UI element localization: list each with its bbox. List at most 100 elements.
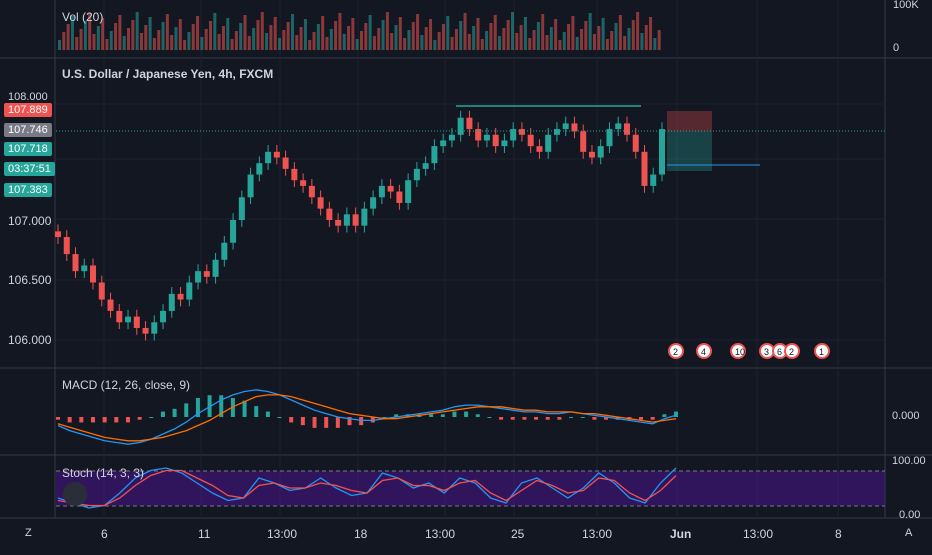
candle-body: [457, 117, 464, 135]
volume-bar: [338, 13, 342, 50]
volume-bar: [118, 15, 122, 50]
volume-bar: [623, 36, 627, 50]
volume-bar: [575, 37, 579, 50]
macd-histogram-bar: [662, 414, 667, 417]
macd-histogram-bar: [219, 395, 224, 417]
volume-bar: [312, 32, 316, 50]
x-tick-0: 6: [101, 527, 108, 541]
candle-body: [571, 123, 578, 132]
volume-bar: [70, 16, 74, 50]
candle-body: [116, 310, 123, 323]
candle-body: [300, 180, 307, 186]
event-icon: [730, 343, 746, 359]
volume-bar: [463, 13, 467, 50]
volume-bar: [523, 17, 527, 50]
volume-bar: [243, 15, 247, 50]
volume-bar: [541, 14, 545, 50]
candle-body: [553, 129, 560, 135]
volume-bar: [157, 30, 161, 50]
candle-body: [361, 208, 368, 226]
macd-histogram-bar: [510, 417, 515, 420]
volume-bar: [101, 18, 105, 50]
volume-bar: [360, 31, 363, 50]
macd-histogram-bar: [277, 417, 282, 418]
volume-bar: [407, 30, 411, 50]
x-tick-7: Jun: [670, 527, 692, 541]
macd-histogram-bar: [114, 417, 119, 423]
axis-corner-left[interactable]: Z: [25, 527, 32, 539]
volume-bar: [519, 25, 523, 50]
candle-body: [335, 220, 342, 226]
volume-bar: [489, 23, 493, 50]
volume-bar: [476, 18, 480, 50]
macd-histogram-bar: [534, 417, 539, 420]
event-count: 2: [789, 347, 794, 357]
volume-bar: [515, 33, 519, 50]
volume-bar: [321, 16, 325, 50]
volume-bar: [390, 33, 394, 50]
candle-body: [536, 146, 543, 152]
volume-bar: [584, 21, 588, 50]
volume-bar: [334, 21, 338, 50]
event-count: 4: [701, 347, 706, 357]
macd-histogram-bar: [137, 417, 142, 420]
macd-histogram-bar: [545, 417, 550, 420]
macd-histogram-bar: [324, 417, 329, 428]
volume-bar: [269, 25, 273, 50]
volume-bar: [183, 40, 187, 50]
candle-body: [370, 197, 377, 209]
candle-body: [81, 265, 88, 272]
volume-bar: [627, 28, 631, 50]
candle-body: [55, 231, 61, 238]
volume-bar: [549, 27, 553, 50]
macd-histogram-bar: [254, 406, 259, 417]
volume-bar: [325, 37, 329, 50]
candle-body: [63, 237, 70, 255]
candle-body: [527, 134, 534, 147]
vol-label: Vol (20): [62, 10, 104, 24]
event-icon: [696, 343, 712, 359]
volume-bar: [618, 15, 622, 50]
macd-histogram-bar: [265, 411, 270, 417]
volume-bar: [416, 14, 420, 50]
macd-histogram-bar: [475, 414, 480, 417]
macd-histogram-bar: [56, 417, 60, 420]
macd-axis-zero: 0.000: [892, 410, 920, 422]
candle-body: [641, 151, 648, 186]
volume-bar: [554, 19, 558, 50]
macd-histogram-bar: [464, 411, 469, 417]
volume-bar: [109, 31, 113, 50]
volume-bar: [420, 35, 424, 50]
macd-histogram-bar: [592, 417, 597, 420]
stoch-d-line: [57, 469, 677, 507]
macd-histogram-bar: [184, 403, 189, 417]
volume-bar: [424, 27, 428, 50]
price-tag-108: 108.000: [4, 90, 52, 104]
volume-bar: [196, 16, 200, 50]
volume-bar: [127, 28, 131, 50]
candle-body: [545, 134, 552, 152]
candle-body: [518, 129, 525, 135]
candle-body: [72, 254, 79, 272]
macd-histogram-bar: [195, 397, 200, 417]
candle-body: [501, 140, 508, 147]
price-tag-last: 107.746: [4, 123, 52, 137]
volume-bar: [308, 40, 312, 50]
candle-body: [580, 131, 587, 152]
volume-bar: [273, 17, 277, 50]
candle-body: [212, 259, 219, 277]
volume-bar: [631, 20, 635, 50]
candle-body: [632, 134, 639, 152]
volume-bar: [472, 26, 476, 50]
stoch-band: [56, 471, 885, 506]
volume-bar: [295, 35, 299, 50]
candle-body: [265, 151, 272, 164]
axis-corner-right[interactable]: A: [905, 527, 913, 539]
volume-bar: [316, 24, 320, 50]
macd-histogram-bar: [440, 414, 445, 417]
volume-bar: [342, 34, 346, 50]
candle-body: [308, 185, 315, 198]
macd-histogram-bar: [604, 417, 609, 420]
volume-bar: [605, 39, 609, 50]
